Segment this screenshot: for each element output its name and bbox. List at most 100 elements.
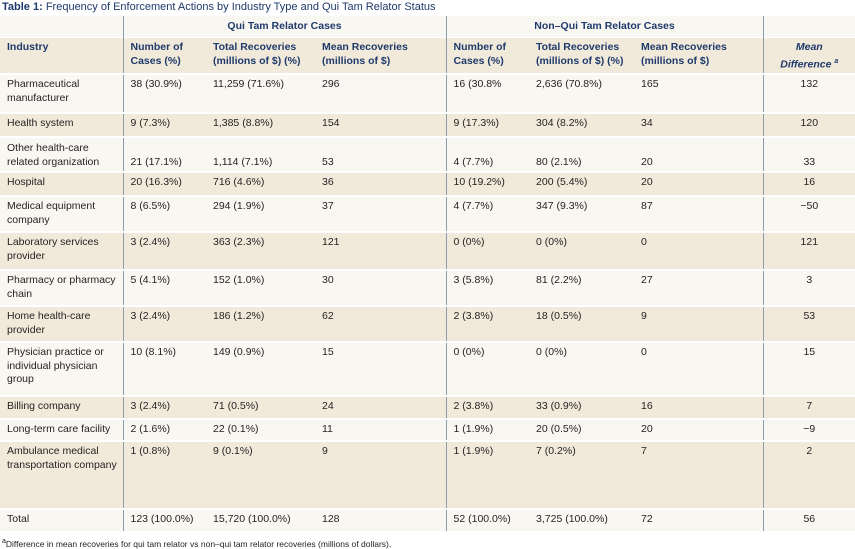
table-row: Hospital 20 (16.3%) 716 (4.6%) 36 10 (19.2%)…: [0, 171, 855, 196]
cell-qt-mean: 24: [315, 395, 447, 419]
cell-qt-cases: 1 (0.8%): [122, 440, 206, 509]
cell-qt-mean: 154: [315, 112, 447, 137]
empty-group-cell: [0, 16, 123, 38]
cell-mean-difference: −9: [762, 418, 855, 441]
cell-nqt-total: 81 (2.2%): [529, 269, 635, 306]
group-qui-tam: Qui Tam Relator Cases: [122, 16, 447, 38]
cell-mean-difference: 2: [762, 440, 855, 509]
cell-industry: Hospital: [0, 171, 123, 196]
cell-qt-total: 716 (4.6%): [206, 171, 315, 196]
table-row: Laboratory services provider 3 (2.4%) 363 …: [0, 231, 855, 270]
table-title: Table 1: Frequency of Enforcement Action…: [2, 1, 436, 13]
cell-mean-difference: 33: [762, 136, 855, 172]
cell-qt-total: 1,114 (7.1%): [206, 136, 315, 172]
table-row: Other health-care related organization 21…: [0, 136, 855, 172]
cell-mean-difference: 16: [762, 171, 855, 196]
cell-mean-difference: 121: [762, 231, 855, 270]
header-mean-difference: Mean Difference a: [762, 37, 855, 74]
cell-qt-mean: 9: [315, 440, 447, 509]
cell-mean-difference: 15: [762, 341, 855, 396]
cell-mean-difference: 3: [762, 269, 855, 306]
cell-nqt-mean: 34: [634, 112, 764, 137]
table-row: Billing company 3 (2.4%) 71 (0.5%) 24 2 (3.8…: [0, 395, 855, 419]
cell-nqt-mean: 165: [634, 73, 764, 113]
cell-qt-cases: 9 (7.3%): [122, 112, 206, 137]
cell-qt-cases: 20 (16.3%): [122, 171, 206, 196]
cell-nqt-total: 80 (2.1%): [529, 136, 635, 172]
cell-qt-total: 363 (2.3%): [206, 231, 315, 270]
table-row: Medical equipment company 8 (6.5%) 294 (1.…: [0, 195, 855, 232]
cell-qt-cases: 3 (2.4%): [122, 395, 206, 419]
table-row: Long-term care facility 2 (1.6%) 22 (0.1%)…: [0, 418, 855, 441]
cell-qt-total: 1,385 (8.8%): [206, 112, 315, 137]
cell-nqt-mean: 16: [634, 395, 764, 419]
cell-qt-cases: 8 (6.5%): [122, 195, 206, 232]
cell-nqt-cases: 4 (7.7%): [445, 195, 530, 232]
header-nqt-mean: Mean Recoveries (millions of $): [634, 37, 764, 74]
cell-nqt-mean: 0: [634, 231, 764, 270]
cell-nqt-cases: 2 (3.8%): [445, 395, 530, 419]
header-qt-total: Total Recoveries (millions of $) (%): [206, 37, 315, 74]
cell-qt-mean: 296: [315, 73, 447, 113]
header-qt-cases: Number of Cases (%): [122, 37, 206, 74]
table-label: Table 1:: [2, 1, 43, 13]
table-row: Home health-care provider 3 (2.4%) 186 (1.…: [0, 305, 855, 342]
cell-qt-total: 15,720 (100.0%): [206, 508, 315, 531]
cell-nqt-total: 33 (0.9%): [529, 395, 635, 419]
header-industry: Industry: [0, 37, 123, 74]
cell-nqt-mean: 27: [634, 269, 764, 306]
table-row: Physician practice or individual physici…: [0, 341, 855, 396]
table-row: Total 123 (100.0%) 15,720 (100.0%) 128 52 (1…: [0, 508, 855, 531]
cell-qt-mean: 15: [315, 341, 447, 396]
cell-nqt-total: 20 (0.5%): [529, 418, 635, 441]
cell-nqt-cases: 52 (100.0%): [445, 508, 530, 531]
cell-qt-cases: 3 (2.4%): [122, 305, 206, 342]
header-qt-mean: Mean Recoveries (millions of $): [315, 37, 447, 74]
cell-qt-cases: 123 (100.0%): [122, 508, 206, 531]
cell-nqt-cases: 1 (1.9%): [445, 418, 530, 441]
cell-qt-total: 152 (1.0%): [206, 269, 315, 306]
cell-qt-mean: 128: [315, 508, 447, 531]
cell-nqt-total: 2,636 (70.8%): [529, 73, 635, 113]
cell-industry: Billing company: [0, 395, 123, 419]
cell-nqt-mean: 20: [634, 418, 764, 441]
cell-qt-cases: 10 (8.1%): [122, 341, 206, 396]
cell-qt-total: 294 (1.9%): [206, 195, 315, 232]
cell-industry: Physician practice or individual physici…: [0, 341, 123, 396]
table-row: Pharmacy or pharmacy chain 5 (4.1%) 152 (1…: [0, 269, 855, 306]
cell-nqt-cases: 10 (19.2%): [445, 171, 530, 196]
cell-mean-difference: 132: [762, 73, 855, 113]
cell-nqt-cases: 0 (0%): [445, 231, 530, 270]
cell-mean-difference: −50: [762, 195, 855, 232]
cell-qt-total: 71 (0.5%): [206, 395, 315, 419]
cell-industry: Home health-care provider: [0, 305, 123, 342]
table-row: Health system 9 (7.3%) 1,385 (8.8%) 154 9 (1…: [0, 112, 855, 137]
cell-nqt-total: 0 (0%): [529, 341, 635, 396]
cell-nqt-total: 347 (9.3%): [529, 195, 635, 232]
table-caption: Frequency of Enforcement Actions by Indu…: [45, 1, 436, 13]
cell-qt-mean: 37: [315, 195, 447, 232]
cell-mean-difference: 56: [762, 508, 855, 531]
cell-nqt-mean: 0: [634, 341, 764, 396]
cell-qt-cases: 5 (4.1%): [122, 269, 206, 306]
cell-nqt-mean: 7: [634, 440, 764, 509]
cell-nqt-cases: 16 (30.8%: [445, 73, 530, 113]
cell-qt-cases: 38 (30.9%): [122, 73, 206, 113]
cell-qt-mean: 30: [315, 269, 447, 306]
cell-nqt-cases: 9 (17.3%): [445, 112, 530, 137]
enforcement-table: Qui Tam Relator Cases Non–Qui Tam Relato…: [0, 16, 855, 531]
cell-nqt-mean: 9: [634, 305, 764, 342]
cell-nqt-total: 304 (8.2%): [529, 112, 635, 137]
cell-nqt-mean: 20: [634, 136, 764, 172]
header-nqt-total: Total Recoveries (millions of $) (%): [529, 37, 635, 74]
cell-nqt-total: 0 (0%): [529, 231, 635, 270]
cell-qt-mean: 121: [315, 231, 447, 270]
cell-nqt-cases: 4 (7.7%): [445, 136, 530, 172]
cell-industry: Total: [0, 508, 123, 531]
cell-industry: Laboratory services provider: [0, 231, 123, 270]
cell-nqt-total: 18 (0.5%): [529, 305, 635, 342]
cell-nqt-cases: 1 (1.9%): [445, 440, 530, 509]
header-nqt-cases: Number of Cases (%): [445, 37, 530, 74]
cell-qt-mean: 62: [315, 305, 447, 342]
table-row: Ambulance medical transportation company…: [0, 440, 855, 509]
